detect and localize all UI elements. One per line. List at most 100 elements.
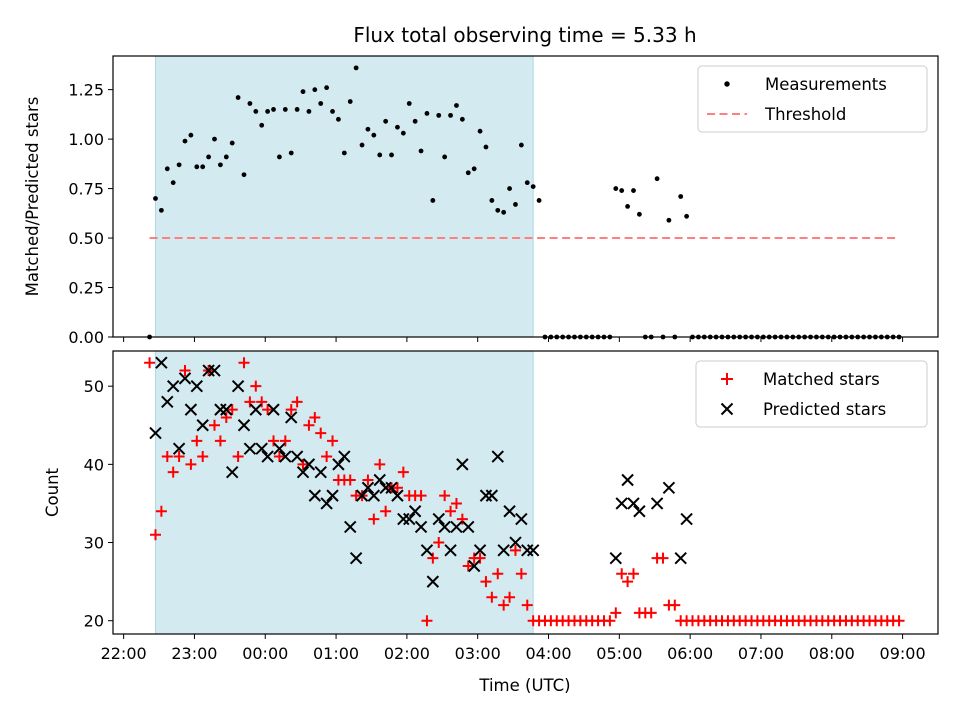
measurement-point — [495, 207, 501, 213]
y-tick-label: 20 — [84, 612, 104, 631]
predicted-star-point — [479, 489, 493, 502]
predicted-star-point — [450, 520, 463, 534]
matched-star-point — [610, 607, 622, 619]
predicted-star-point — [349, 551, 363, 565]
predicted-star-point — [473, 544, 487, 557]
measurement-point — [430, 198, 436, 203]
matched-star-point — [456, 513, 468, 525]
matched-star-point — [368, 513, 380, 525]
measurement-point — [294, 107, 300, 112]
measurement-point — [454, 103, 459, 108]
measurement-point — [170, 180, 176, 186]
predicted-star-point — [237, 419, 251, 432]
matched-star-point — [232, 451, 244, 463]
measurement-point — [259, 122, 265, 128]
matched-star-point — [604, 615, 616, 627]
legend-top: Measurements Threshold — [697, 65, 928, 133]
predicted-star-point — [279, 450, 292, 463]
measurement-point — [288, 150, 294, 156]
predicted-star-point — [379, 481, 392, 495]
predicted-star-point — [680, 512, 693, 526]
measurement-point — [501, 209, 507, 215]
matched-star-point — [509, 544, 521, 556]
x-tick-label: 22:00 — [101, 644, 147, 663]
x-axis-label: Time (UTC) — [478, 676, 570, 695]
matched-star-point — [669, 599, 681, 611]
plot-frame-bottom — [112, 350, 939, 635]
measurement-point — [465, 170, 471, 176]
matched-star-point — [492, 568, 504, 580]
measurement-point — [194, 164, 200, 170]
matched-star-point — [303, 419, 315, 431]
predicted-star-point — [296, 465, 310, 479]
measurement-point — [164, 166, 170, 172]
predicted-star-point — [285, 411, 298, 424]
legend-marker-measurements — [724, 81, 730, 87]
matched-star-point — [315, 427, 327, 439]
measurement-point — [223, 154, 229, 160]
legend-marker-predicted — [720, 402, 734, 416]
matched-star-point — [380, 505, 392, 517]
legend-bottom: Matched stars Predicted stars — [695, 360, 928, 428]
matched-star-point — [256, 396, 268, 408]
measurement-point — [412, 118, 418, 124]
matched-star-point — [220, 411, 232, 423]
matched-star-point — [421, 615, 433, 627]
matched-star-point — [321, 451, 333, 463]
matched-star-point — [197, 451, 209, 463]
measurement-point — [631, 188, 636, 193]
measurement-point — [424, 110, 430, 116]
y-tick-label: 30 — [84, 534, 104, 553]
predicted-star-point — [662, 481, 676, 495]
predicted-star-point — [373, 473, 386, 487]
measurement-point — [448, 112, 453, 118]
y-tick-label: 0.00 — [68, 328, 104, 347]
y-tick-label: 0.75 — [68, 180, 104, 199]
measurement-point — [442, 154, 448, 160]
matched-star-point — [391, 482, 403, 494]
predicted-star-point — [320, 497, 333, 510]
measurement-point — [406, 101, 412, 106]
measurement-point — [666, 217, 672, 223]
matched-star-point — [262, 404, 274, 416]
measurement-point — [489, 198, 495, 203]
predicted-star-point — [403, 512, 416, 526]
x-tick-label: 08:00 — [809, 644, 855, 663]
measurement-point — [235, 95, 241, 100]
measurement-point — [318, 101, 324, 106]
measurement-point — [636, 211, 642, 217]
measurement-point — [271, 107, 276, 112]
measurement-point — [400, 130, 406, 136]
predicted-star-point — [196, 419, 209, 432]
count-panel: 20 30 40 50 22:00 23:00 00:00 01:00 02:00 03:00 0… — [43, 350, 939, 695]
predicted-star-point — [509, 536, 522, 549]
measurement-point — [200, 164, 206, 170]
measurement-point — [182, 138, 188, 144]
measurement-point — [684, 213, 690, 219]
matched-star-point — [214, 435, 226, 447]
measurement-point — [536, 198, 542, 203]
predicted-star-point — [515, 512, 528, 526]
measurement-point — [524, 180, 530, 186]
predicted-star-point — [255, 442, 268, 455]
measurement-point — [218, 162, 223, 168]
matched-star-point — [297, 458, 309, 470]
predicted-star-point — [149, 426, 162, 440]
measurement-point — [153, 196, 158, 201]
legend-marker-matched — [721, 373, 733, 385]
matched-star-point — [893, 615, 905, 627]
matched-star-point — [622, 576, 634, 588]
predicted-star-point — [178, 372, 192, 385]
predicted-star-point — [467, 559, 481, 573]
matched-star-point — [486, 591, 498, 603]
predicted-star-point — [497, 544, 510, 557]
predicted-star-points — [149, 356, 693, 588]
predicted-star-point — [361, 481, 375, 495]
matched-star-point — [327, 435, 339, 447]
measurement-point — [459, 116, 465, 122]
measurement-point — [513, 202, 518, 207]
matched-star-point — [149, 529, 161, 541]
measurement-point — [300, 89, 306, 95]
predicted-star-point — [314, 465, 327, 479]
matched-star-point — [291, 396, 303, 408]
